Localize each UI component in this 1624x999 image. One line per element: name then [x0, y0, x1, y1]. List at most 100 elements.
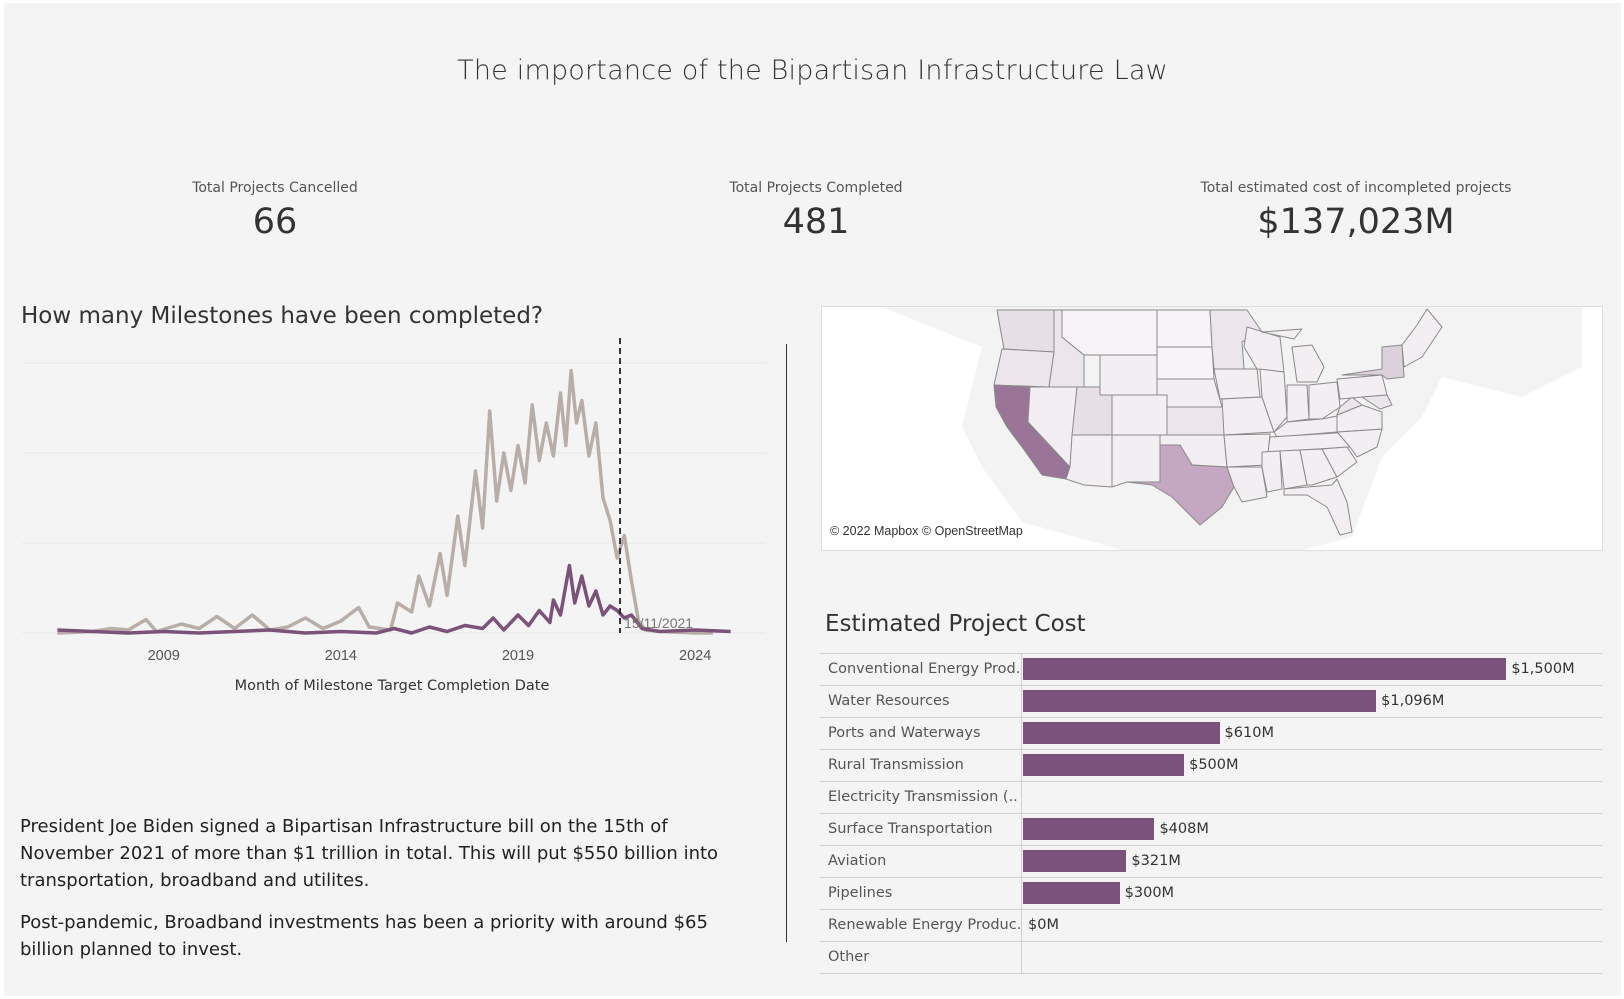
bar[interactable] [1023, 690, 1377, 712]
bar-value-label: $0M [1028, 917, 1059, 933]
state-indiana[interactable] [1286, 384, 1310, 423]
dashboard: The importance of the Bipartisan Infrast… [4, 3, 1621, 996]
bar-value-label: $610M [1224, 725, 1274, 741]
map-credit: © 2022 Mapbox © OpenStreetMap [830, 524, 1023, 538]
state-montana[interactable] [1061, 309, 1158, 356]
bar-value-label: $321M [1131, 853, 1181, 869]
bar-category-label: Conventional Energy Prod.. [828, 661, 1020, 677]
state-michigan[interactable] [1261, 328, 1325, 383]
state-new-england[interactable] [1401, 308, 1443, 368]
bar-category-label: Renewable Energy Produc.. [828, 917, 1020, 933]
paragraph-1: President Joe Biden signed a Bipartisan … [20, 816, 719, 891]
bar-area: $610M [1021, 718, 1602, 749]
line-chart-title: How many Milestones have been completed? [21, 303, 544, 329]
bar-value-label: $1,500M [1511, 661, 1575, 677]
bar-area [1021, 942, 1602, 973]
state-new-mexico[interactable] [1111, 434, 1161, 488]
bar-value-label: $1,096M [1381, 693, 1445, 709]
state-mississippi[interactable] [1261, 450, 1283, 493]
us-map-svg[interactable]: © 2022 Mapbox © OpenStreetMap [822, 307, 1602, 550]
kpi-cancelled-value: 66 [252, 202, 298, 242]
series-line-2 [57, 563, 731, 635]
bar-area: $300M [1021, 878, 1602, 909]
bar[interactable] [1023, 658, 1507, 680]
bar-category-label: Water Resources [828, 693, 950, 709]
x-tick-label: 2014 [325, 648, 357, 664]
bar-category-label: Surface Transportation [828, 821, 993, 837]
state-kansas[interactable] [1166, 406, 1225, 436]
estimated-cost-bar-chart[interactable]: Conventional Energy Prod.. $1,500M Water R… [820, 653, 1602, 974]
bar-category-label: Ports and Waterways [828, 725, 981, 741]
state-washington[interactable] [996, 309, 1055, 353]
states-group [993, 308, 1443, 536]
series-line-1 [57, 368, 713, 635]
kpi-completed-label: Total Projects Completed [729, 180, 903, 196]
us-map[interactable]: © 2022 Mapbox © OpenStreetMap [821, 306, 1603, 551]
state-maryland[interactable] [1361, 394, 1393, 410]
x-tick-label: 2024 [679, 648, 711, 664]
state-illinois[interactable] [1259, 368, 1288, 433]
body-text: President Joe Biden signed a Bipartisan … [20, 813, 760, 978]
bar-row[interactable]: Rural Transmission $500M [820, 749, 1602, 781]
state-minnesota[interactable] [1209, 309, 1263, 370]
bar-row[interactable]: Renewable Energy Produc.. $0M [820, 909, 1602, 941]
state-south-dakota[interactable] [1156, 346, 1215, 380]
bar-category-label: Pipelines [828, 885, 893, 901]
bar-area: $500M [1021, 750, 1602, 781]
state-nebraska[interactable] [1156, 378, 1223, 408]
kpi-cancelled: Total Projects Cancelled 66 [25, 180, 525, 242]
state-louisiana[interactable] [1226, 466, 1268, 503]
bar[interactable] [1023, 722, 1220, 744]
bar-row[interactable]: Ports and Waterways $610M [820, 717, 1602, 749]
state-florida[interactable] [1283, 478, 1353, 536]
state-west-virginia[interactable] [1336, 396, 1363, 416]
section-divider [786, 344, 787, 942]
bar-row[interactable]: Other [820, 941, 1602, 974]
bar-category-label: Electricity Transmission (.. [828, 789, 1018, 805]
reference-line-label: 15/11/2021 [624, 615, 693, 631]
kpi-completed: Total Projects Completed 481 [566, 180, 1066, 242]
bar[interactable] [1023, 818, 1155, 840]
bar-row[interactable]: Conventional Energy Prod.. $1,500M [820, 653, 1602, 685]
paragraph-2: Post-pandemic, Broadband investments has… [20, 912, 708, 960]
x-tick-label: 2009 [148, 648, 180, 664]
bar[interactable] [1023, 882, 1120, 904]
bar-row[interactable]: Aviation $321M [820, 845, 1602, 877]
kpi-cost-label: Total estimated cost of incompleted proj… [1200, 180, 1512, 196]
bar-row[interactable]: Surface Transportation $408M [820, 813, 1602, 845]
milestone-line-chart[interactable]: 15/11/2021 2009 2014 2019 2024 Month of Miles… [16, 338, 776, 718]
bar-value-label: $300M [1124, 885, 1175, 901]
bar-chart-title: Estimated Project Cost [825, 611, 1086, 637]
state-georgia[interactable] [1299, 448, 1338, 486]
bar[interactable] [1023, 850, 1127, 872]
state-arizona[interactable] [1065, 434, 1113, 488]
kpi-cancelled-label: Total Projects Cancelled [192, 180, 358, 196]
bar-row[interactable]: Pipelines $300M [820, 877, 1602, 909]
bar-category-label: Other [828, 949, 870, 965]
state-wyoming[interactable] [1099, 354, 1158, 396]
bar-row[interactable]: Water Resources $1,096M [820, 685, 1602, 717]
kpi-cost-value: $137,023M [1257, 202, 1455, 242]
bar[interactable] [1023, 754, 1185, 776]
bar-row[interactable]: Electricity Transmission (.. [820, 781, 1602, 813]
state-south-carolina[interactable] [1321, 446, 1358, 478]
x-tick-label: 2019 [502, 648, 534, 664]
state-oregon[interactable] [993, 348, 1055, 388]
kpi-cost: Total estimated cost of incompleted proj… [1106, 180, 1606, 242]
bar-area [1021, 782, 1602, 813]
state-texas[interactable] [1126, 444, 1235, 526]
state-north-dakota[interactable] [1156, 309, 1213, 348]
bar-value-label: $408M [1159, 821, 1209, 837]
bar-area: $321M [1021, 846, 1602, 877]
bar-area: $408M [1021, 814, 1602, 845]
bar-area: $0M [1021, 910, 1602, 941]
bar-value-label: $500M [1189, 757, 1239, 773]
dashboard-title: The importance of the Bipartisan Infrast… [457, 55, 1168, 86]
x-axis-label: Month of Milestone Target Completion Dat… [235, 678, 550, 694]
state-ohio[interactable] [1308, 381, 1341, 420]
kpi-completed-value: 481 [782, 202, 850, 242]
bar-category-label: Rural Transmission [828, 757, 964, 773]
bar-category-label: Aviation [828, 853, 887, 869]
state-iowa[interactable] [1213, 368, 1261, 400]
state-colorado[interactable] [1111, 394, 1168, 436]
